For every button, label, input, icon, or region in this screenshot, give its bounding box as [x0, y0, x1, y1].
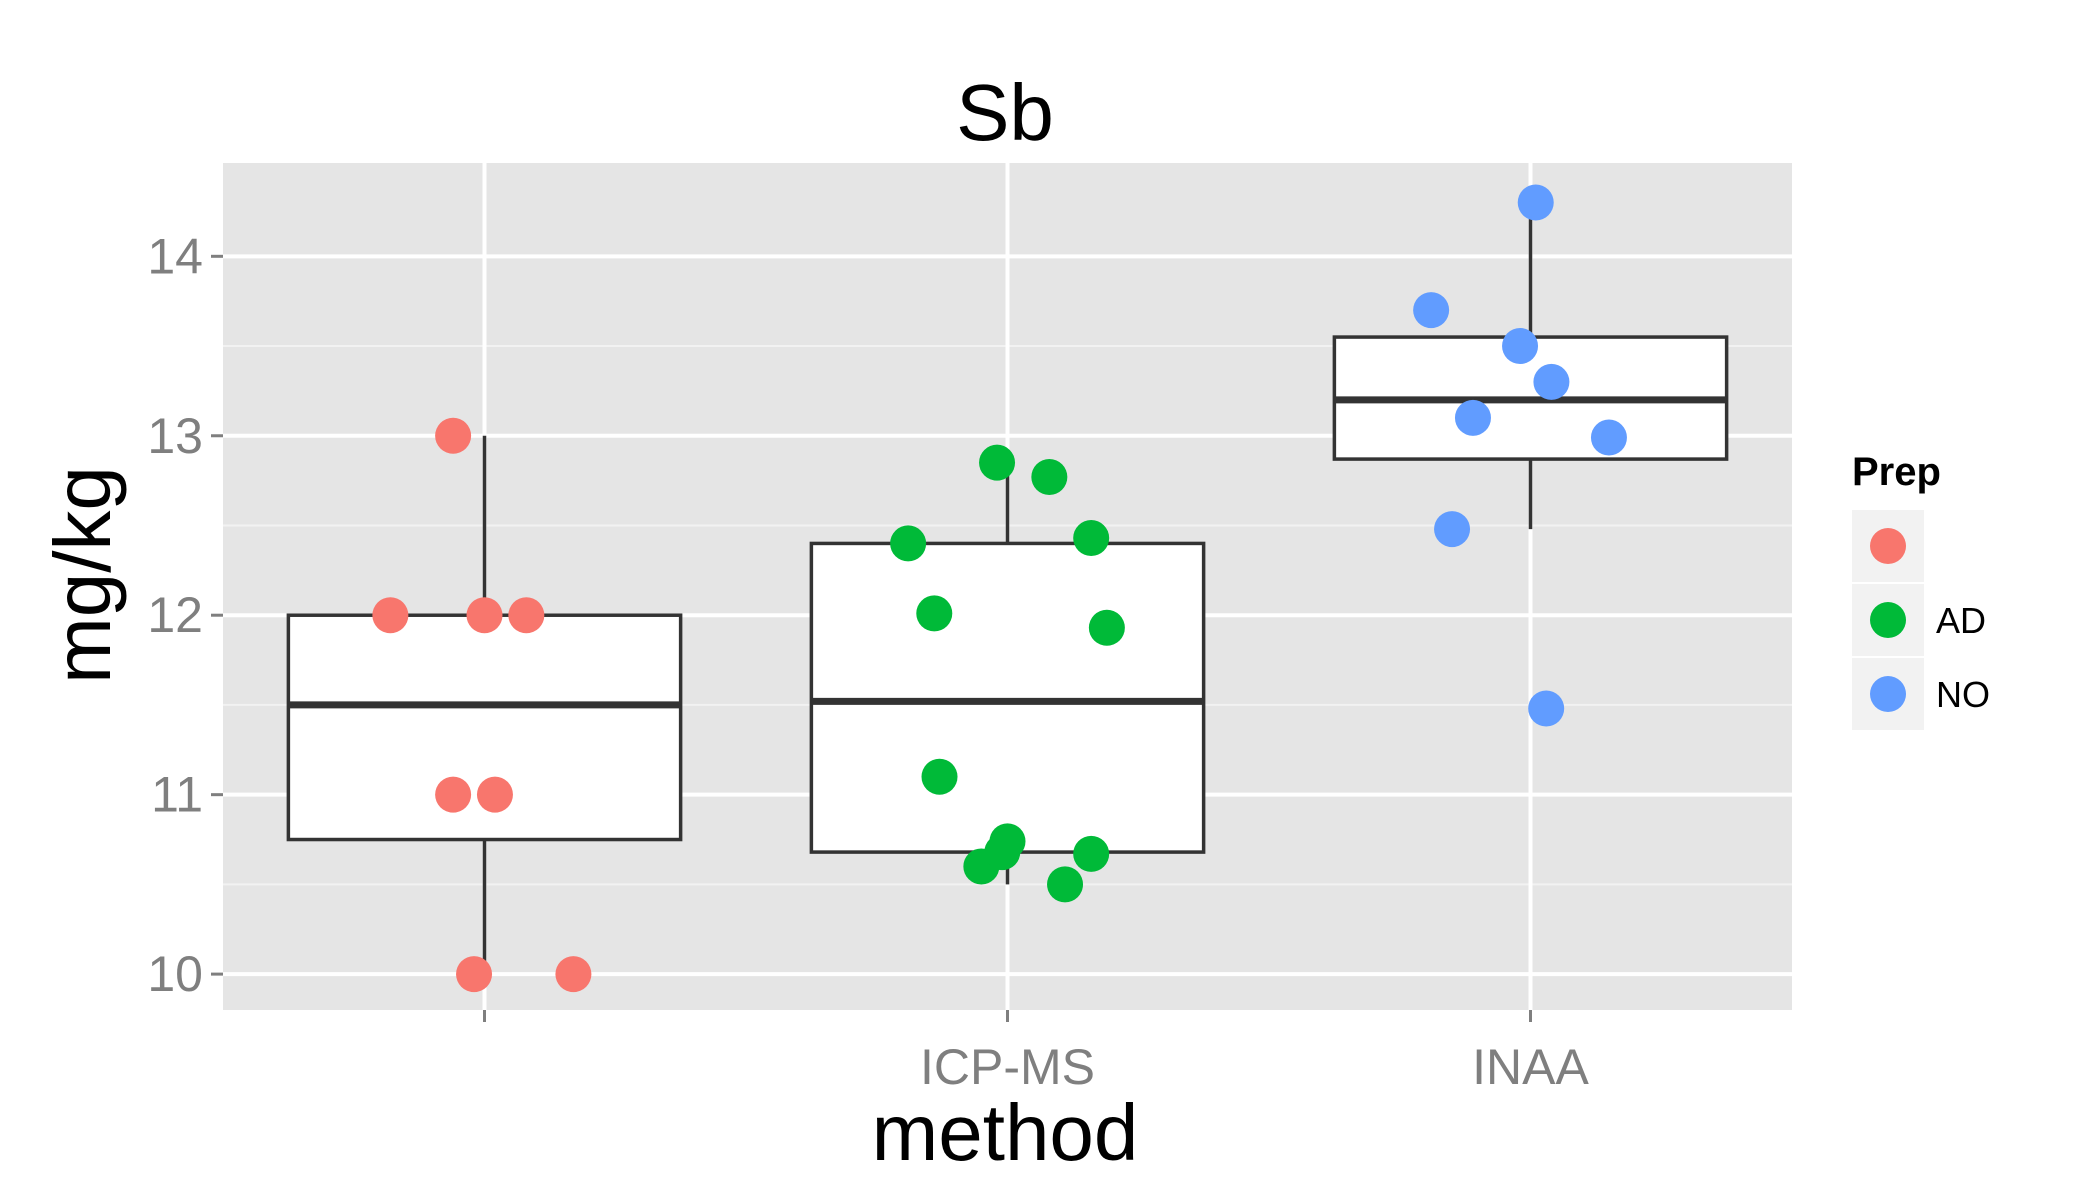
y-tick-label: 10	[147, 946, 203, 1002]
data-point	[890, 525, 927, 562]
legend-item-AD: AD	[1852, 584, 1986, 656]
x-axis: ICP-MS INAA	[483, 1010, 1589, 1095]
y-tick-label: 14	[147, 228, 203, 284]
points-NO	[1413, 184, 1627, 727]
legend-key-point	[1870, 528, 1906, 564]
x-axis-title: method	[872, 1088, 1139, 1177]
data-point	[1088, 609, 1125, 646]
x-tick-label: ICP-MS	[920, 1039, 1095, 1095]
data-point	[456, 956, 493, 993]
data-point	[466, 597, 503, 634]
data-point	[1434, 511, 1471, 548]
legend-item-blank	[1852, 510, 1924, 582]
data-point	[1073, 520, 1110, 557]
data-point	[1073, 835, 1110, 872]
data-point	[1454, 399, 1491, 436]
x-tick-label: INAA	[1472, 1039, 1589, 1095]
data-point	[1590, 419, 1627, 456]
legend: Prep AD NO	[1852, 450, 1990, 730]
legend-label: NO	[1936, 674, 1990, 715]
data-point	[1031, 459, 1068, 496]
y-tick-label: 13	[147, 408, 203, 464]
y-tick-label: 11	[151, 767, 203, 823]
data-point	[435, 417, 472, 454]
plot-panel	[223, 163, 1792, 1010]
legend-key-point	[1870, 676, 1906, 712]
legend-label: AD	[1936, 600, 1986, 641]
y-axis-title: mg/kg	[38, 466, 127, 684]
legend-key-point	[1870, 602, 1906, 638]
data-point	[476, 776, 513, 813]
data-point	[1413, 292, 1450, 329]
legend-item-NO: NO	[1852, 658, 1990, 730]
data-point	[508, 597, 545, 634]
data-point	[979, 444, 1016, 481]
box-body	[809, 541, 1206, 854]
legend-title: Prep	[1852, 450, 1941, 494]
data-point	[1533, 363, 1570, 400]
data-point	[921, 758, 958, 795]
data-point	[435, 776, 472, 813]
data-point	[1528, 690, 1565, 727]
data-point	[372, 597, 409, 634]
points-AD	[890, 444, 1125, 903]
box-ICP-MS	[809, 462, 1206, 885]
data-point	[916, 595, 953, 632]
data-point	[989, 823, 1026, 860]
data-point	[1502, 328, 1539, 365]
data-point	[1047, 866, 1084, 903]
data-point	[1517, 184, 1554, 221]
y-tick-label: 12	[147, 587, 203, 643]
points-blank	[372, 417, 592, 993]
y-axis: 10 11 12 13 14	[147, 228, 223, 1002]
chart-title: Sb	[956, 68, 1054, 157]
data-point	[555, 956, 592, 993]
